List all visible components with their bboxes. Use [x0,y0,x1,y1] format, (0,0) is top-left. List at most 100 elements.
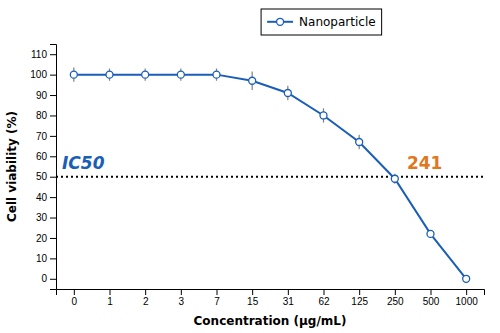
y-axis-title: Cell viability (%) [5,111,19,222]
y-tick: 40 [36,192,56,203]
x-tick: 0 [72,289,78,307]
y-tick: 0 [41,273,56,284]
y-tick-label: 80 [36,110,48,121]
y-tick-label: 40 [36,192,48,203]
point [106,71,113,78]
plot-area: 0 1 2 3 7 15 31 62 125 250 500 1000 0 10 20 30 40 50 60 70 8… [30,45,484,308]
x-tick: 1 [107,289,113,307]
point [320,112,327,119]
x-tick-label: 7 [214,296,220,307]
y-tick-label: 10 [36,253,48,264]
y-tick-label: 100 [30,69,47,80]
y-tick-mark [50,75,56,76]
y-tick: 80 [36,110,56,121]
point [142,71,149,78]
x-axis-title: Concentration (μg/mL) [194,314,347,328]
annotation: IC50 [62,153,105,173]
y-axis: 0 10 20 30 40 50 60 70 80 90 100 110 [30,45,56,290]
x-tick-label: 0 [72,296,78,307]
x-tick-label: 125 [351,296,368,307]
y-tick-label: 90 [36,90,48,101]
x-tick: 7 [214,289,220,307]
point [213,71,220,78]
points [70,71,469,282]
y-tick: 60 [36,151,56,162]
x-tick-mark [110,289,111,295]
y-tick: 100 [30,69,56,80]
x-tick-label: 62 [318,296,330,307]
x-tick-label: 1 [107,296,113,307]
chart: 0 1 2 3 7 15 31 62 125 250 500 1000 0 10 20 30 40 50 60 70 8… [0,0,500,333]
annotation: 241 [407,153,443,173]
y-tick-mark [50,218,56,219]
legend-marker [277,18,284,25]
x-tick: 2 [143,289,149,307]
point [391,175,398,182]
marks [56,67,484,282]
y-tick-label: 30 [36,212,48,223]
legend: Nanoparticle [261,9,382,35]
x-tick-label: 3 [179,296,185,307]
x-tick-label: 250 [387,296,404,307]
point [284,90,291,97]
x-tick-label: 2 [143,296,149,307]
x-tick: 1000 [456,289,479,307]
x-tick-label: 31 [283,296,295,307]
y-axis-line [50,45,57,290]
legend-item: Nanoparticle [267,15,376,29]
point [249,77,256,84]
point [356,139,363,146]
y-tick-mark [50,115,56,116]
error-bars [74,67,466,279]
x-tick-mark [217,289,218,295]
legend-label: Nanoparticle [299,15,376,29]
x-tick-mark [181,289,182,295]
y-tick-mark [50,279,56,280]
x-tick: 15 [247,289,259,307]
y-tick-mark [50,197,56,198]
x-tick-mark [74,289,75,295]
y-tick: 50 [36,171,56,182]
x-tick: 250 [387,289,404,307]
y-tick-mark [50,156,56,157]
point [177,71,184,78]
point [427,230,434,237]
reference-line [56,176,484,178]
point [463,275,470,282]
x-tick-mark [252,289,253,295]
x-axis-line [57,290,485,296]
y-tick-mark [50,95,56,96]
x-tick: 125 [351,289,368,307]
x-tick-label: 500 [423,296,440,307]
y-tick-mark [50,177,56,178]
x-tick: 3 [179,289,185,307]
y-tick-label: 110 [31,49,47,60]
x-axis: 0 1 2 3 7 15 31 62 125 250 500 1000 [57,289,485,307]
x-tick-label: 1000 [456,296,479,307]
series-line [74,75,466,279]
y-tick: 20 [36,233,56,244]
y-tick: 90 [36,90,56,101]
x-tick-label: 15 [247,296,259,307]
x-tick-mark [324,289,325,295]
y-tick-mark [50,136,56,137]
y-tick-mark [50,238,56,239]
y-tick-mark [50,258,56,259]
x-tick-mark [395,289,396,295]
x-tick-mark [466,289,467,295]
y-tick: 70 [36,131,56,142]
y-tick-label: 0 [41,273,47,284]
x-tick: 500 [423,289,440,307]
y-tick-label: 70 [36,131,48,142]
x-tick: 62 [318,289,330,307]
x-tick: 31 [283,289,295,307]
y-tick-label: 60 [36,151,48,162]
y-tick: 110 [31,49,56,60]
x-tick-mark [359,289,360,295]
point [70,71,77,78]
y-tick-label: 20 [36,233,48,244]
legend-box [261,9,382,35]
y-tick: 10 [36,253,56,264]
x-tick-mark [145,289,146,295]
y-tick: 30 [36,212,56,223]
